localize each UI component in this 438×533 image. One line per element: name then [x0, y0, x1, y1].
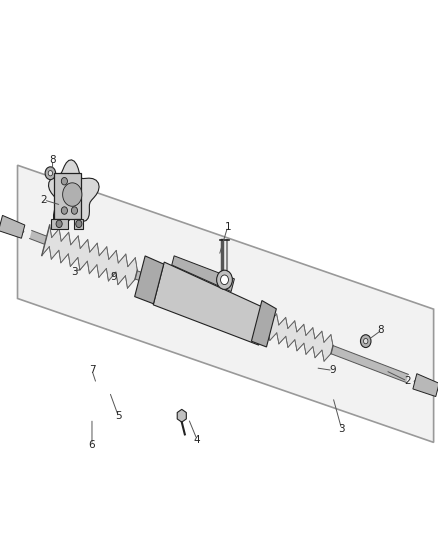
Text: 5: 5	[115, 411, 122, 421]
Circle shape	[76, 220, 82, 228]
Text: 2: 2	[404, 376, 411, 386]
Polygon shape	[177, 409, 186, 422]
Circle shape	[45, 167, 56, 180]
Polygon shape	[49, 160, 99, 227]
Polygon shape	[251, 301, 276, 347]
Polygon shape	[30, 230, 408, 383]
Circle shape	[61, 177, 67, 185]
Circle shape	[360, 335, 371, 348]
Text: 3: 3	[338, 424, 345, 434]
Circle shape	[217, 270, 233, 289]
Polygon shape	[0, 215, 25, 238]
Polygon shape	[172, 256, 234, 292]
Text: 9: 9	[329, 366, 336, 375]
Text: 7: 7	[88, 366, 95, 375]
Circle shape	[56, 220, 62, 228]
Text: 1: 1	[224, 222, 231, 231]
Polygon shape	[261, 311, 333, 361]
Circle shape	[61, 207, 67, 214]
Text: 8: 8	[378, 326, 385, 335]
Text: 2: 2	[40, 195, 47, 205]
Text: 3: 3	[71, 267, 78, 277]
Circle shape	[364, 338, 368, 344]
Polygon shape	[18, 165, 434, 442]
Text: 9: 9	[110, 272, 117, 282]
Polygon shape	[153, 262, 268, 345]
Polygon shape	[54, 173, 81, 219]
Polygon shape	[74, 219, 83, 229]
Polygon shape	[63, 183, 82, 206]
Circle shape	[48, 171, 53, 176]
Text: 4: 4	[194, 435, 201, 445]
Polygon shape	[134, 256, 164, 304]
Polygon shape	[42, 225, 137, 288]
Polygon shape	[51, 219, 68, 229]
Text: 8: 8	[49, 155, 56, 165]
Polygon shape	[413, 374, 438, 397]
Circle shape	[221, 275, 229, 285]
Circle shape	[71, 207, 78, 214]
Text: 6: 6	[88, 440, 95, 450]
